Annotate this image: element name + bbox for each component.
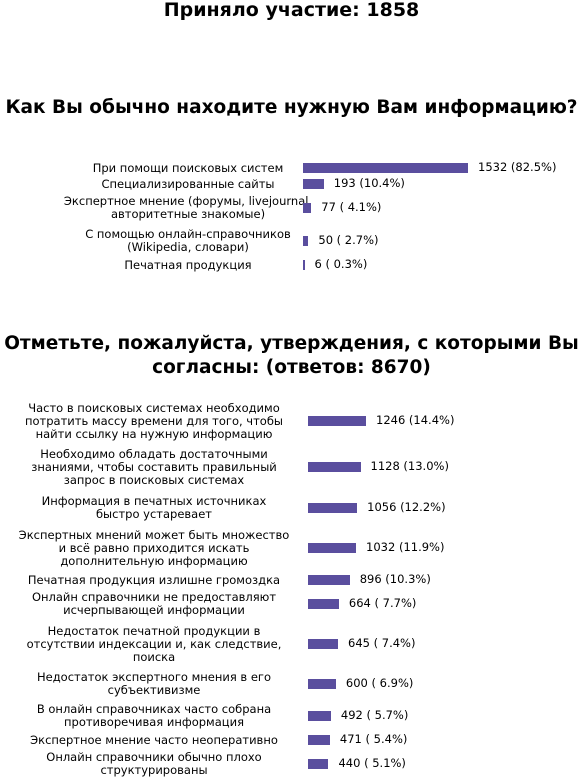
value-label: 645 ( 7.4%) bbox=[348, 636, 416, 650]
bar bbox=[303, 260, 305, 270]
chart1-title: Как Вы обычно находите нужную Вам информ… bbox=[5, 97, 578, 118]
category-label: Онлайн справочники не предоставляют исчер… bbox=[31, 590, 277, 617]
bar bbox=[308, 759, 329, 769]
chart2-title: Отметьте, пожалуйста, утверждения, с кот… bbox=[4, 333, 579, 378]
category-label: Недостаток печатной продукции в отсутстви… bbox=[26, 623, 282, 664]
category-label: Экспертное мнение часто неоперативно bbox=[30, 732, 278, 747]
category-label: С помощью онлайн-справочников (Wikipedia,… bbox=[85, 227, 291, 254]
bar bbox=[308, 543, 357, 553]
bar bbox=[303, 163, 468, 173]
value-label: 664 ( 7.7%) bbox=[348, 596, 417, 610]
value-label: 6 ( 0.3%) bbox=[314, 257, 368, 271]
value-label: 50 ( 2.7%) bbox=[318, 233, 379, 247]
value-label: 492 ( 5.7%) bbox=[340, 708, 409, 722]
category-label: Информация в печатных источниках быстро у… bbox=[41, 494, 267, 521]
bar bbox=[308, 462, 361, 472]
category-label: Экспертное мнение (форумы, livejournal, а… bbox=[63, 194, 313, 221]
value-label: 600 ( 6.9%) bbox=[345, 676, 414, 690]
value-label: 1032 (11.9%) bbox=[366, 540, 445, 554]
category-label: Необходимо обладать достаточными знаниями… bbox=[31, 446, 277, 487]
bar bbox=[308, 503, 358, 513]
bar bbox=[308, 639, 339, 649]
category-label: Недостаток экспертного мнения в его субъе… bbox=[37, 670, 271, 697]
value-label: 1532 (82.5%) bbox=[478, 160, 557, 174]
bar bbox=[308, 679, 336, 689]
category-label: Онлайн справочники обычно плохо структури… bbox=[46, 750, 262, 777]
bar bbox=[308, 416, 366, 426]
bar bbox=[303, 179, 324, 189]
category-label: Специализированные сайты bbox=[101, 176, 275, 191]
value-label: 1246 (14.4%) bbox=[376, 413, 455, 427]
value-label: 896 (10.3%) bbox=[359, 572, 431, 586]
bar bbox=[303, 236, 309, 246]
category-label: Печатная продукция излишне громоздка bbox=[27, 572, 281, 587]
category-label: Часто в поисковых системах необходимо пот… bbox=[25, 400, 283, 441]
bar bbox=[303, 203, 312, 213]
category-label: При помощи поисковых систем bbox=[92, 160, 284, 175]
bar bbox=[308, 575, 350, 585]
value-label: 471 ( 5.4%) bbox=[339, 732, 408, 746]
category-label: Печатная продукция bbox=[124, 257, 252, 272]
category-label: Экспертных мнений может быть множество и … bbox=[18, 527, 290, 568]
value-label: 1128 (13.0%) bbox=[370, 459, 449, 473]
bar bbox=[308, 735, 330, 745]
participants-header: Приняло участие: 1858 bbox=[163, 0, 420, 21]
value-label: 440 ( 5.1%) bbox=[338, 756, 406, 770]
value-label: 193 (10.4%) bbox=[333, 176, 405, 190]
bar bbox=[308, 711, 331, 721]
value-label: 1056 (12.2%) bbox=[367, 500, 446, 514]
category-label: В онлайн справочниках часто собрана проти… bbox=[36, 702, 272, 729]
bar bbox=[308, 599, 339, 609]
value-label: 77 ( 4.1%) bbox=[321, 200, 382, 214]
